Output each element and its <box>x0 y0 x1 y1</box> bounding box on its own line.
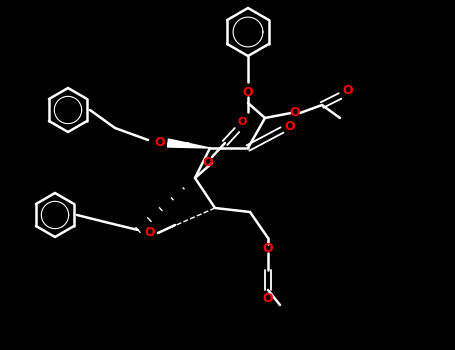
Text: O: O <box>263 241 273 254</box>
Text: O: O <box>290 106 300 119</box>
Text: O: O <box>285 120 295 133</box>
Text: O: O <box>243 85 253 98</box>
Text: O: O <box>238 117 247 127</box>
Text: O: O <box>343 84 354 98</box>
Text: O: O <box>155 136 165 149</box>
Polygon shape <box>167 139 210 148</box>
Text: O: O <box>145 226 155 239</box>
Text: O: O <box>263 292 273 304</box>
Text: O: O <box>202 155 213 168</box>
